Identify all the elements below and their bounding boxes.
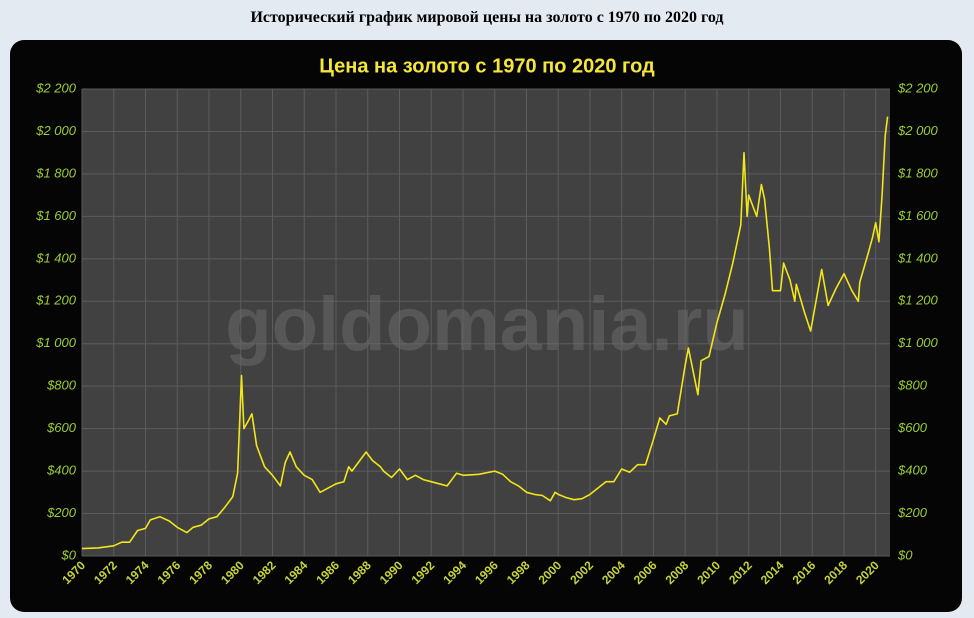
y2-tick-label: $200 — [897, 505, 928, 520]
y-tick-label: $2 000 — [35, 123, 77, 138]
y2-tick-label: $600 — [897, 420, 928, 435]
y2-tick-label: $800 — [897, 378, 928, 393]
y-tick-label: $2 200 — [35, 80, 77, 95]
chart-title: Цена на золото с 1970 по 2020 год — [319, 55, 655, 77]
y-tick-label: $1 400 — [35, 250, 77, 265]
y-tick-label: $400 — [46, 463, 77, 478]
watermark: goldomania.ru — [225, 282, 749, 367]
y-tick-label: $1 000 — [35, 335, 77, 350]
price-line — [81, 116, 889, 550]
y2-tick-label: $1 200 — [897, 293, 939, 308]
y2-tick-label: $1 600 — [897, 208, 939, 223]
y2-tick-label: $2 200 — [897, 80, 939, 95]
y-tick-label: $1 200 — [35, 293, 77, 308]
y2-tick-label: $400 — [897, 463, 928, 478]
y2-tick-label: $0 — [897, 547, 913, 562]
y2-tick-label: $1 800 — [897, 165, 939, 180]
plot-area — [82, 89, 890, 556]
y-tick-label: $800 — [46, 378, 77, 393]
y-tick-label: $1 600 — [35, 208, 77, 223]
y-tick-label: $0 — [61, 547, 77, 562]
y-tick-label: $1 800 — [35, 165, 77, 180]
y2-tick-label: $1 400 — [897, 250, 939, 265]
y-tick-label: $600 — [46, 420, 77, 435]
y2-tick-label: $1 000 — [897, 335, 939, 350]
page-title: Исторический график мировой цены на золо… — [250, 9, 723, 26]
y2-tick-label: $2 000 — [897, 123, 939, 138]
y-tick-label: $200 — [46, 505, 77, 520]
